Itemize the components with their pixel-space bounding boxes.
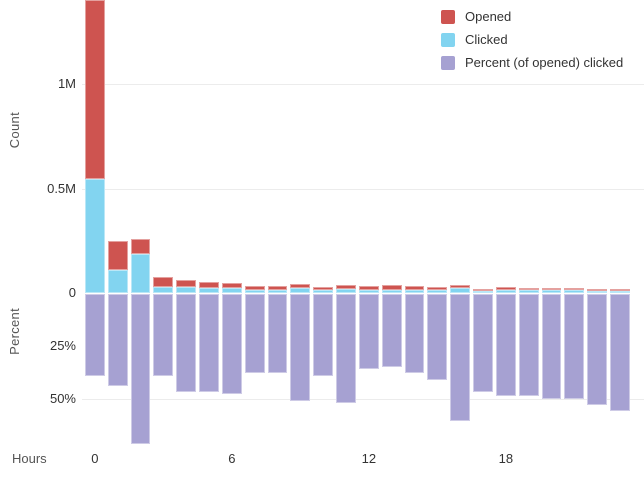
bar-clicked-hour-11[interactable] xyxy=(336,289,356,293)
bar-clicked-hour-2[interactable] xyxy=(130,254,151,293)
bar-percent-clicked-hour-5[interactable] xyxy=(199,294,219,393)
x-axis-title: Hours xyxy=(12,451,47,466)
bar-clicked-hour-19[interactable] xyxy=(518,290,539,293)
bar-percent-clicked-hour-21[interactable] xyxy=(564,294,585,399)
bar-opened-hour-20[interactable] xyxy=(541,287,562,291)
bar-opened-hour-2[interactable] xyxy=(130,239,151,255)
legend-label-clicked: Clicked xyxy=(465,32,508,47)
bar-clicked-hour-4[interactable] xyxy=(176,286,197,293)
bar-opened-hour-15[interactable] xyxy=(427,286,448,291)
bar-opened-hour-13[interactable] xyxy=(381,285,402,291)
bar-clicked-hour-17[interactable] xyxy=(473,291,493,294)
bar-opened-hour-4[interactable] xyxy=(176,280,197,287)
bar-clicked-hour-7[interactable] xyxy=(244,290,265,293)
bar-clicked-hour-12[interactable] xyxy=(358,290,379,293)
bar-clicked-hour-6[interactable] xyxy=(221,288,242,293)
bar-opened-hour-19[interactable] xyxy=(518,287,539,291)
gridline-count-0.5M xyxy=(82,188,644,190)
bar-clicked-hour-10[interactable] xyxy=(313,290,334,293)
y-tick-percent-25%: 25% xyxy=(49,338,76,354)
bar-percent-clicked-hour-7[interactable] xyxy=(244,294,265,374)
y-tick-count-0.5M: 0.5M xyxy=(47,180,76,196)
bar-percent-clicked-hour-18[interactable] xyxy=(495,294,516,397)
bar-percent-clicked-hour-1[interactable] xyxy=(107,294,128,386)
bar-clicked-hour-0[interactable] xyxy=(85,179,105,293)
bar-clicked-hour-23[interactable] xyxy=(610,291,630,293)
bar-percent-clicked-hour-14[interactable] xyxy=(404,294,425,374)
bar-clicked-hour-22[interactable] xyxy=(587,290,608,293)
bar-opened-hour-12[interactable] xyxy=(358,286,379,291)
bar-percent-clicked-hour-10[interactable] xyxy=(313,294,334,376)
bar-clicked-hour-1[interactable] xyxy=(107,270,128,293)
x-tick-18: 18 xyxy=(498,451,514,466)
bar-clicked-hour-8[interactable] xyxy=(267,290,288,293)
legend-label-percent-clicked: Percent (of opened) clicked xyxy=(465,55,624,70)
bar-opened-hour-9[interactable] xyxy=(290,284,311,289)
bar-opened-hour-11[interactable] xyxy=(336,285,356,290)
gridline-count-1M xyxy=(82,84,644,85)
bar-clicked-hour-18[interactable] xyxy=(495,290,516,293)
bar-opened-hour-0[interactable] xyxy=(85,0,105,180)
x-tick-12: 12 xyxy=(361,451,377,466)
bar-percent-clicked-hour-17[interactable] xyxy=(473,294,493,393)
bar-clicked-hour-16[interactable] xyxy=(450,288,471,293)
legend-swatch-percent-clicked xyxy=(441,55,455,70)
legend-item-clicked[interactable]: Clicked xyxy=(441,32,623,47)
x-tick-0: 0 xyxy=(91,451,99,466)
bar-clicked-hour-21[interactable] xyxy=(564,290,585,293)
bar-clicked-hour-20[interactable] xyxy=(541,290,562,293)
legend-swatch-clicked xyxy=(441,32,455,47)
bar-percent-clicked-hour-11[interactable] xyxy=(336,294,356,403)
bar-opened-hour-23[interactable] xyxy=(610,289,630,292)
bar-clicked-hour-9[interactable] xyxy=(290,288,311,293)
bar-opened-hour-18[interactable] xyxy=(495,286,516,291)
bar-clicked-hour-3[interactable] xyxy=(153,286,174,293)
bar-percent-clicked-hour-20[interactable] xyxy=(541,294,562,399)
y-tick-count-1M: 1M xyxy=(57,76,76,91)
bar-percent-clicked-hour-19[interactable] xyxy=(518,294,539,397)
bar-percent-clicked-hour-13[interactable] xyxy=(381,294,402,368)
bar-percent-clicked-hour-12[interactable] xyxy=(358,294,379,370)
bar-percent-clicked-hour-23[interactable] xyxy=(610,294,630,412)
bar-percent-clicked-hour-6[interactable] xyxy=(221,294,242,395)
legend-item-percent-clicked[interactable]: Percent (of opened) clicked xyxy=(441,55,623,70)
bar-clicked-hour-5[interactable] xyxy=(199,287,219,293)
bar-percent-clicked-hour-2[interactable] xyxy=(130,294,151,445)
bar-percent-clicked-hour-9[interactable] xyxy=(290,294,311,401)
legend-label-opened: Opened xyxy=(465,9,512,24)
y-tick-percent-50%: 50% xyxy=(49,390,76,406)
bar-percent-clicked-hour-8[interactable] xyxy=(267,294,288,374)
bar-clicked-hour-14[interactable] xyxy=(404,290,425,293)
bar-percent-clicked-hour-4[interactable] xyxy=(176,294,197,393)
bar-opened-hour-17[interactable] xyxy=(473,289,493,292)
bar-opened-hour-3[interactable] xyxy=(153,277,174,287)
bar-opened-hour-22[interactable] xyxy=(587,289,608,292)
legend-swatch-opened xyxy=(441,9,455,24)
y-tick-count-0: 0 xyxy=(68,285,76,300)
bar-opened-hour-8[interactable] xyxy=(267,286,288,291)
bar-opened-hour-14[interactable] xyxy=(404,286,425,291)
bar-percent-clicked-hour-22[interactable] xyxy=(587,294,608,405)
bar-clicked-hour-13[interactable] xyxy=(381,290,402,293)
bar-percent-clicked-hour-0[interactable] xyxy=(85,294,105,376)
bar-percent-clicked-hour-3[interactable] xyxy=(153,294,174,376)
bar-opened-hour-16[interactable] xyxy=(450,285,471,289)
bar-opened-hour-7[interactable] xyxy=(244,286,265,291)
bar-percent-clicked-hour-16[interactable] xyxy=(450,294,471,422)
legend-item-opened[interactable]: Opened xyxy=(441,9,623,24)
bar-clicked-hour-15[interactable] xyxy=(427,290,448,293)
gridline-percent-50% xyxy=(82,398,644,400)
bar-opened-hour-1[interactable] xyxy=(107,240,128,270)
bar-opened-hour-6[interactable] xyxy=(221,283,242,289)
legend: Opened Clicked Percent (of opened) click… xyxy=(441,9,623,78)
x-tick-6: 6 xyxy=(228,451,236,466)
bar-opened-hour-21[interactable] xyxy=(564,287,585,291)
bar-opened-hour-10[interactable] xyxy=(313,286,334,291)
bar-percent-clicked-hour-15[interactable] xyxy=(427,294,448,380)
bar-opened-hour-5[interactable] xyxy=(199,281,219,288)
